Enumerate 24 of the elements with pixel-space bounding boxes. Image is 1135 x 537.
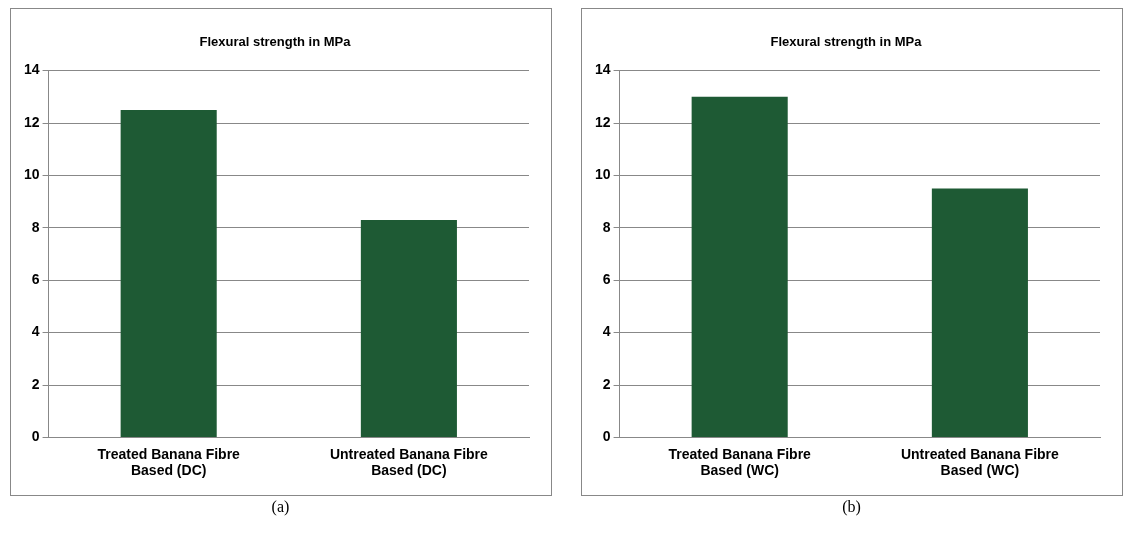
y-tick-label: 8 <box>31 218 40 235</box>
y-tick-label: 14 <box>23 61 40 78</box>
y-tick-label: 10 <box>594 166 611 183</box>
y-tick-label: 0 <box>31 428 40 445</box>
y-tick-label: 2 <box>602 375 611 392</box>
y-tick-label: 14 <box>594 61 611 78</box>
y-tick-label: 8 <box>602 218 611 235</box>
y-tick-label: 6 <box>602 271 611 288</box>
x-tick-label: Untreated Banana Fibre Based (DC) <box>329 445 488 479</box>
x-tick-label: Untreated Banana Fibre Based (WC) <box>900 445 1059 479</box>
x-tick-label: Treated Banana Fibre Based (DC) <box>96 445 240 479</box>
y-tick-label: 6 <box>31 271 40 288</box>
y-tick-label: 12 <box>594 113 611 130</box>
y-tick-label: 2 <box>31 375 40 392</box>
chart-title: Flexural strength in MPa <box>199 34 351 50</box>
text: (a) <box>270 498 291 516</box>
y-tick-label: 0 <box>602 428 611 445</box>
y-tick-label: 4 <box>602 323 611 340</box>
text: (b) <box>841 498 862 516</box>
x-tick-label: Treated Banana Fibre Based (WC) <box>667 445 811 479</box>
y-tick-label: 10 <box>23 166 40 183</box>
y-tick-label: 12 <box>23 113 40 130</box>
y-tick-label: 4 <box>31 323 40 340</box>
chart-title: Flexural strength in MPa <box>770 34 922 50</box>
